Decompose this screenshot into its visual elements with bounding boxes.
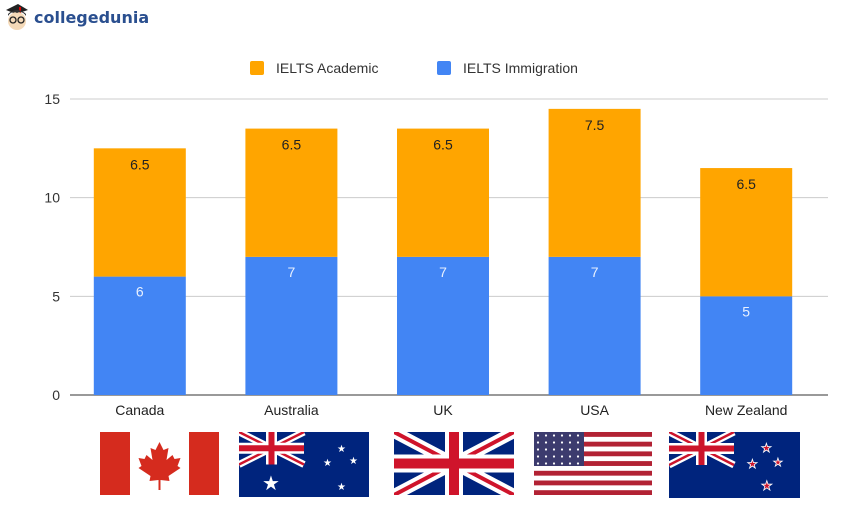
uk-flag bbox=[394, 432, 514, 495]
legend-label: IELTS Immigration bbox=[463, 60, 578, 76]
y-tick-label: 0 bbox=[52, 387, 60, 403]
new-zealand-flag: ★ ★ ★ ★ bbox=[669, 432, 800, 498]
legend-swatch bbox=[250, 61, 264, 75]
bar-immigration bbox=[548, 256, 641, 395]
usa-flag bbox=[534, 432, 652, 495]
collegedunia-logo: collegedunia bbox=[4, 2, 149, 32]
bar-immigration bbox=[397, 256, 489, 395]
svg-text:★: ★ bbox=[337, 444, 346, 455]
data-label-academic: 6.5 bbox=[282, 137, 302, 153]
svg-text:★: ★ bbox=[747, 457, 758, 471]
legend-swatch bbox=[437, 61, 451, 75]
y-tick-label: 5 bbox=[52, 288, 60, 304]
canada-flag bbox=[100, 432, 219, 495]
data-label-immigration: 7 bbox=[591, 264, 599, 280]
x-tick-label: USA bbox=[580, 402, 609, 418]
x-tick-label: New Zealand bbox=[705, 402, 788, 418]
y-tick-label: 10 bbox=[44, 190, 60, 206]
bar-immigration bbox=[245, 256, 338, 395]
bar-academic bbox=[397, 128, 489, 257]
bar-academic bbox=[548, 108, 641, 257]
data-label-immigration: 5 bbox=[742, 303, 750, 319]
data-label-academic: 6.5 bbox=[736, 176, 756, 192]
x-tick-label: Canada bbox=[115, 402, 164, 418]
svg-text:★: ★ bbox=[349, 456, 358, 467]
svg-text:★: ★ bbox=[773, 457, 783, 469]
svg-text:★: ★ bbox=[761, 441, 772, 455]
svg-text:★: ★ bbox=[262, 473, 280, 495]
legend: IELTS Academic IELTS Immigration bbox=[250, 60, 578, 76]
bar-immigration bbox=[700, 296, 793, 395]
data-label-academic: 6.5 bbox=[433, 137, 453, 153]
stacked-bar-chart: 0 5 10 15 6 6.5 Canada 7 6.5 Australia 7 6.5 UK 7 7.5… bbox=[44, 60, 828, 418]
bar-academic bbox=[245, 128, 338, 257]
data-label-academic: 6.5 bbox=[130, 156, 150, 172]
bar-academic bbox=[700, 168, 793, 297]
x-tick-label: UK bbox=[433, 402, 453, 418]
svg-text:★: ★ bbox=[337, 482, 346, 493]
australia-flag: ★ ★★ ★★ bbox=[239, 432, 369, 497]
x-tick-label: Australia bbox=[264, 402, 319, 418]
svg-text:★: ★ bbox=[323, 458, 332, 469]
bar-academic bbox=[93, 148, 186, 277]
mascot-icon bbox=[6, 4, 28, 30]
data-label-immigration: 6 bbox=[136, 284, 144, 300]
data-label-immigration: 7 bbox=[288, 264, 296, 280]
svg-text:★: ★ bbox=[761, 478, 773, 493]
legend-label: IELTS Academic bbox=[276, 60, 378, 76]
y-tick-label: 15 bbox=[44, 91, 60, 107]
data-label-academic: 7.5 bbox=[585, 117, 605, 133]
data-label-immigration: 7 bbox=[439, 264, 447, 280]
bar-immigration bbox=[93, 276, 186, 395]
brand-name: collegedunia bbox=[34, 7, 150, 27]
